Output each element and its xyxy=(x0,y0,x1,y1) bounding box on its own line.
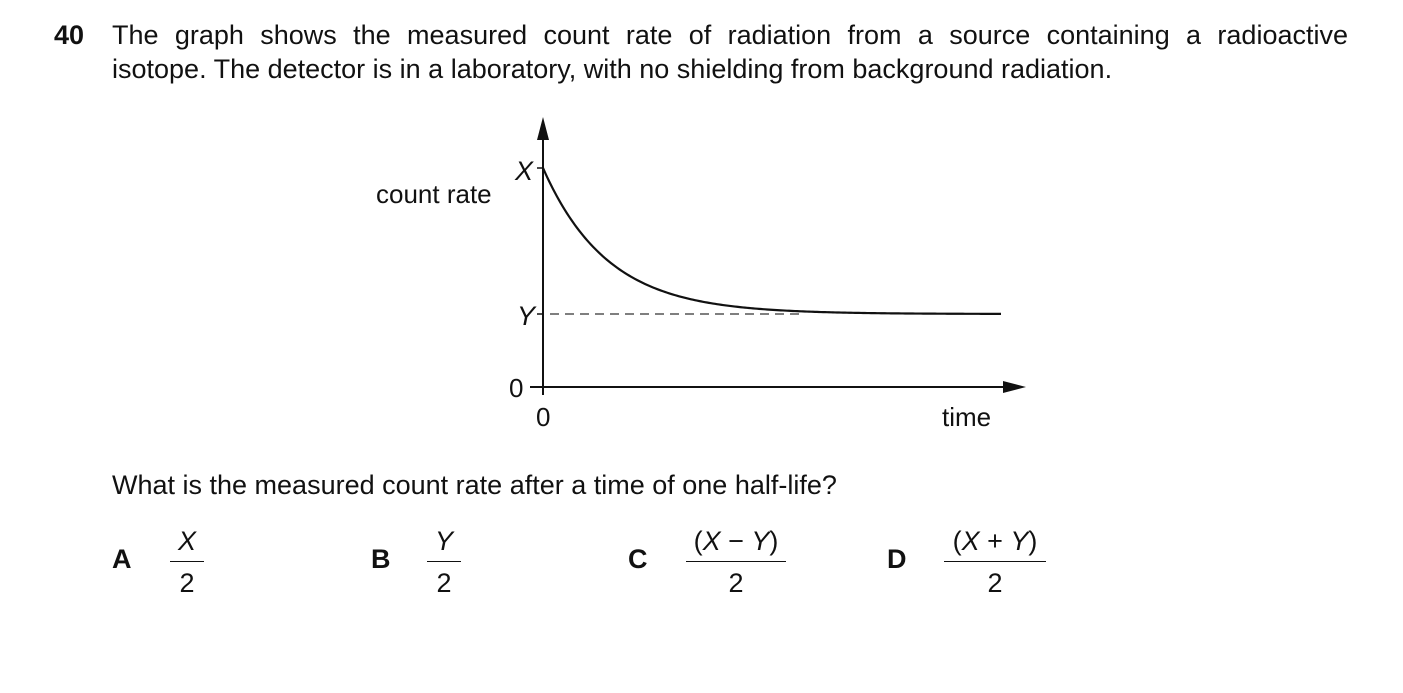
question-stem: The graph shows the measured count rate … xyxy=(112,18,1348,86)
option-b-fraction[interactable]: Y 2 xyxy=(427,526,461,599)
option-c-var-y: Y xyxy=(751,526,770,556)
count-rate-graph: count rate time X Y 0 0 xyxy=(376,117,1026,432)
option-c-open-paren: ( xyxy=(693,526,703,556)
option-c-letter: C xyxy=(628,544,648,574)
option-d-var-y: Y xyxy=(1010,526,1029,556)
x-origin-label: 0 xyxy=(536,402,550,432)
option-c-numerator: (X − Y) xyxy=(686,526,786,562)
stem-line-2: isotope. The detector is in a laboratory… xyxy=(112,54,1113,84)
option-c-close-paren: ) xyxy=(769,526,779,556)
option-d-denominator: 2 xyxy=(987,568,1003,598)
option-d-open-paren: ( xyxy=(952,526,962,556)
y-axis-arrow xyxy=(537,117,549,140)
y-axis-label: count rate xyxy=(376,179,492,209)
x-axis-arrow xyxy=(1003,381,1026,393)
y-label-x: X xyxy=(514,156,534,186)
option-d-operator: + xyxy=(979,526,1011,556)
decay-curve xyxy=(541,167,1001,315)
y-origin-label: 0 xyxy=(509,373,523,403)
option-a-fraction[interactable]: X 2 xyxy=(170,526,204,599)
x-axis-label: time xyxy=(942,402,991,432)
y-label-y: Y xyxy=(517,301,537,331)
option-d-numerator: (X + Y) xyxy=(944,526,1046,562)
option-a-numerator: X xyxy=(170,526,204,562)
option-b-denominator: 2 xyxy=(436,568,452,598)
option-c-denominator: 2 xyxy=(728,568,744,598)
option-d-var-x: X xyxy=(961,526,980,556)
option-b-letter: B xyxy=(371,544,391,574)
option-c-var-x: X xyxy=(702,526,721,556)
option-a-denominator: 2 xyxy=(179,568,195,598)
option-c-fraction[interactable]: (X − Y) 2 xyxy=(686,526,786,599)
option-b-numerator: Y xyxy=(427,526,461,562)
option-d-letter: D xyxy=(887,544,907,574)
option-c-operator: − xyxy=(720,526,752,556)
question-prompt: What is the measured count rate after a … xyxy=(112,470,837,500)
option-d-fraction[interactable]: (X + Y) 2 xyxy=(944,526,1046,599)
option-d-close-paren: ) xyxy=(1028,526,1038,556)
stem-line-1: The graph shows the measured count rate … xyxy=(112,20,1348,50)
question-number: 40 xyxy=(54,20,85,50)
option-a-letter: A xyxy=(112,544,132,574)
